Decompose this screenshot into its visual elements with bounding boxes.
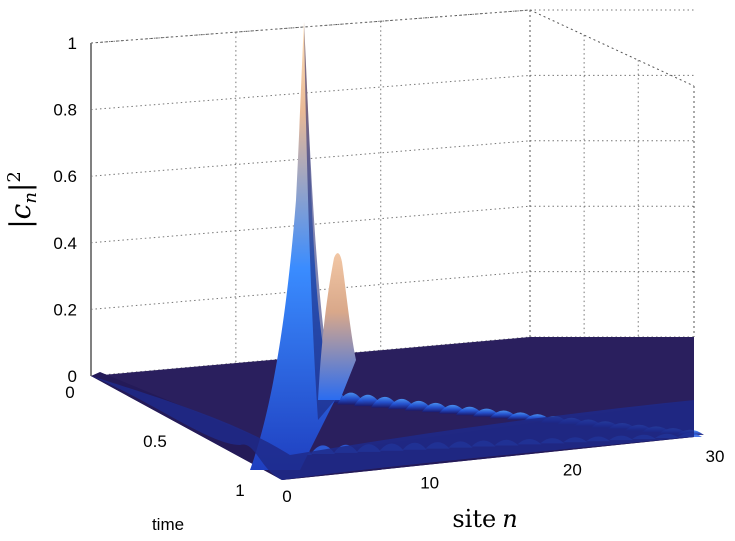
z-gridline <box>90 140 531 177</box>
x-tick-label: 30 <box>706 447 725 466</box>
x-tick-label: 0 <box>282 487 291 506</box>
main-peak <box>250 22 335 470</box>
z-axis-var: c <box>4 203 37 219</box>
z-tick-label: 0.4 <box>53 234 77 253</box>
floor-near-strip <box>91 372 694 480</box>
x-tick-label: 20 <box>563 460 582 479</box>
z-axis-exponent: 2 <box>4 171 25 182</box>
svg-text:|cn|2: |cn|2 <box>4 171 41 229</box>
main-peak-shadow <box>304 22 335 420</box>
z-tick-label: 1 <box>68 34 77 53</box>
x-axis-title-var: n <box>502 505 517 533</box>
z-axis-title: |cn|2 <box>4 171 41 229</box>
z-tick-label: 0.6 <box>53 167 77 186</box>
z-gridline <box>90 9 531 44</box>
axes-box <box>90 9 695 376</box>
z-axis-subscript: n <box>20 192 41 204</box>
y-tick-labels: 00.51 <box>65 383 244 500</box>
z-axis-bar-right: | <box>4 183 37 192</box>
secondary-peak <box>318 253 356 400</box>
z-tick-label: 0.2 <box>53 300 77 319</box>
x-axis-title-main: site <box>452 505 496 533</box>
z-tick-label: 0.8 <box>53 101 77 120</box>
back-top-edge <box>90 9 531 44</box>
y-tick-label: 0.5 <box>143 432 167 451</box>
front-surface-edge <box>91 376 694 480</box>
z-tick-label: 0 <box>68 367 77 386</box>
z-tick-labels: 0 0.2 0.4 0.6 0.8 1 <box>53 34 77 386</box>
z-gridline <box>90 74 531 111</box>
x-axis-title: site n <box>452 505 517 533</box>
x-tick-label: 10 <box>420 474 439 493</box>
y-axis-title: time <box>152 515 184 534</box>
z-gridline <box>90 205 531 244</box>
right-top-edge <box>529 9 695 87</box>
y-tick-label: 0 <box>65 383 74 402</box>
x-tick-labels: 0 10 20 30 <box>282 447 724 506</box>
z-gridline <box>90 271 531 310</box>
gridlines <box>90 9 694 377</box>
y-tick-label: 1 <box>235 481 244 500</box>
z-axis-bar-left: | <box>4 219 37 228</box>
